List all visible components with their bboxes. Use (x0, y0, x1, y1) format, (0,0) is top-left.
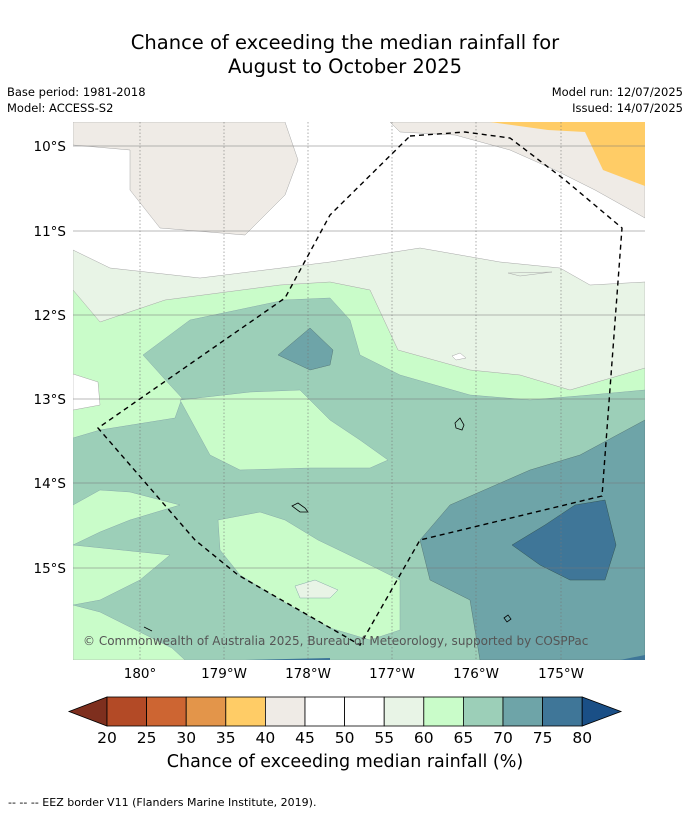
region-70-75-small (277, 327, 334, 371)
colorbar-extend-high (581, 696, 623, 727)
region-75-80 (511, 499, 617, 581)
lat-label-14s: 14°S (34, 476, 67, 492)
region-60-65-bottom (73, 489, 181, 546)
lon-label-175w: 175°W (538, 666, 584, 682)
colorbar-bin (423, 696, 464, 727)
colorbar-bin (383, 696, 425, 727)
colorbar-bin (502, 696, 543, 727)
colorbar-tick-label: 65 (454, 729, 474, 747)
colorbar-tick-label: 35 (216, 729, 236, 747)
region-55-60-central (294, 579, 339, 599)
colorbar: 20 25 30 35 40 45 50 55 60 65 70 75 80 (67, 696, 623, 747)
lon-label-180: 180° (124, 666, 157, 682)
colorbar-bin (344, 696, 385, 727)
lat-label-10s: 10°S (34, 139, 67, 155)
island-a (454, 417, 465, 431)
region-50-55-left (73, 373, 101, 411)
colorbar-tick-label: 25 (137, 729, 157, 747)
rainfall-probability-field: © Commonwealth of Australia 2025, Bureau… (73, 122, 645, 660)
colorbar-tick-label: 60 (414, 729, 434, 747)
lon-label-177w: 177°W (369, 666, 415, 682)
lon-label-178w: 178°W (285, 666, 331, 682)
colorbar-bin (146, 696, 187, 727)
region-75-80-bottom (245, 658, 330, 660)
region-60-65-lower (73, 544, 171, 606)
colorbar-tick-label: 30 (176, 729, 196, 747)
base-period: Base period: 1981-2018 (7, 85, 146, 99)
colorbar-tick-label: 50 (335, 729, 355, 747)
issued-date: Issued: 14/07/2025 (572, 101, 683, 115)
lat-label-11s: 11°S (34, 224, 67, 240)
colorbar-bin (264, 696, 306, 727)
region-75-80-edge (620, 655, 645, 660)
map-title-line1: Chance of exceeding the median rainfall … (130, 31, 560, 54)
region-60-65-central (217, 511, 401, 641)
eez-border (96, 131, 623, 646)
eez-footnote: -- -- -- EEZ border V11 (Flanders Marine… (8, 796, 317, 809)
colorbar-tick-label: 75 (533, 729, 553, 747)
island-c (503, 614, 512, 623)
lon-label-179w: 179°W (201, 666, 247, 682)
region-35-40 (490, 122, 645, 186)
colorbar-bin (304, 696, 345, 727)
colorbar-tick-label: 55 (374, 729, 394, 747)
colorbar-label: Chance of exceeding median rainfall (%) (166, 752, 524, 772)
colorbar-extend-low (67, 696, 108, 727)
region-40-45-left (73, 122, 299, 236)
colorbar-bin (225, 696, 266, 727)
map-title-line2: August to October 2025 (227, 55, 463, 78)
colorbar-tick-label: 45 (295, 729, 315, 747)
island-d (143, 626, 153, 632)
copyright-note: © Commonwealth of Australia 2025, Bureau… (83, 634, 588, 648)
colorbar-bin (462, 696, 504, 727)
colorbar-bin (542, 696, 583, 727)
model-run: Model run: 12/07/2025 (551, 85, 683, 99)
colorbar-tick-label: 70 (493, 729, 513, 747)
lat-label-15s: 15°S (34, 561, 67, 577)
model-name: Model: ACCESS-S2 (7, 101, 114, 115)
region-50-55-dot (451, 352, 467, 361)
lat-label-12s: 12°S (34, 308, 67, 324)
lat-label-13s: 13°S (34, 392, 67, 408)
colorbar-bin (106, 696, 147, 727)
lon-label-176w: 176°W (453, 666, 499, 682)
colorbar-tick-label: 20 (97, 729, 117, 747)
colorbar-bin (185, 696, 227, 727)
colorbar-tick-label: 80 (572, 729, 592, 747)
colorbar-tick-label: 40 (256, 729, 276, 747)
region-55-60-small (507, 271, 553, 277)
graticule (73, 122, 645, 660)
region-60-65-pocket (179, 389, 389, 471)
island-b (291, 502, 309, 513)
